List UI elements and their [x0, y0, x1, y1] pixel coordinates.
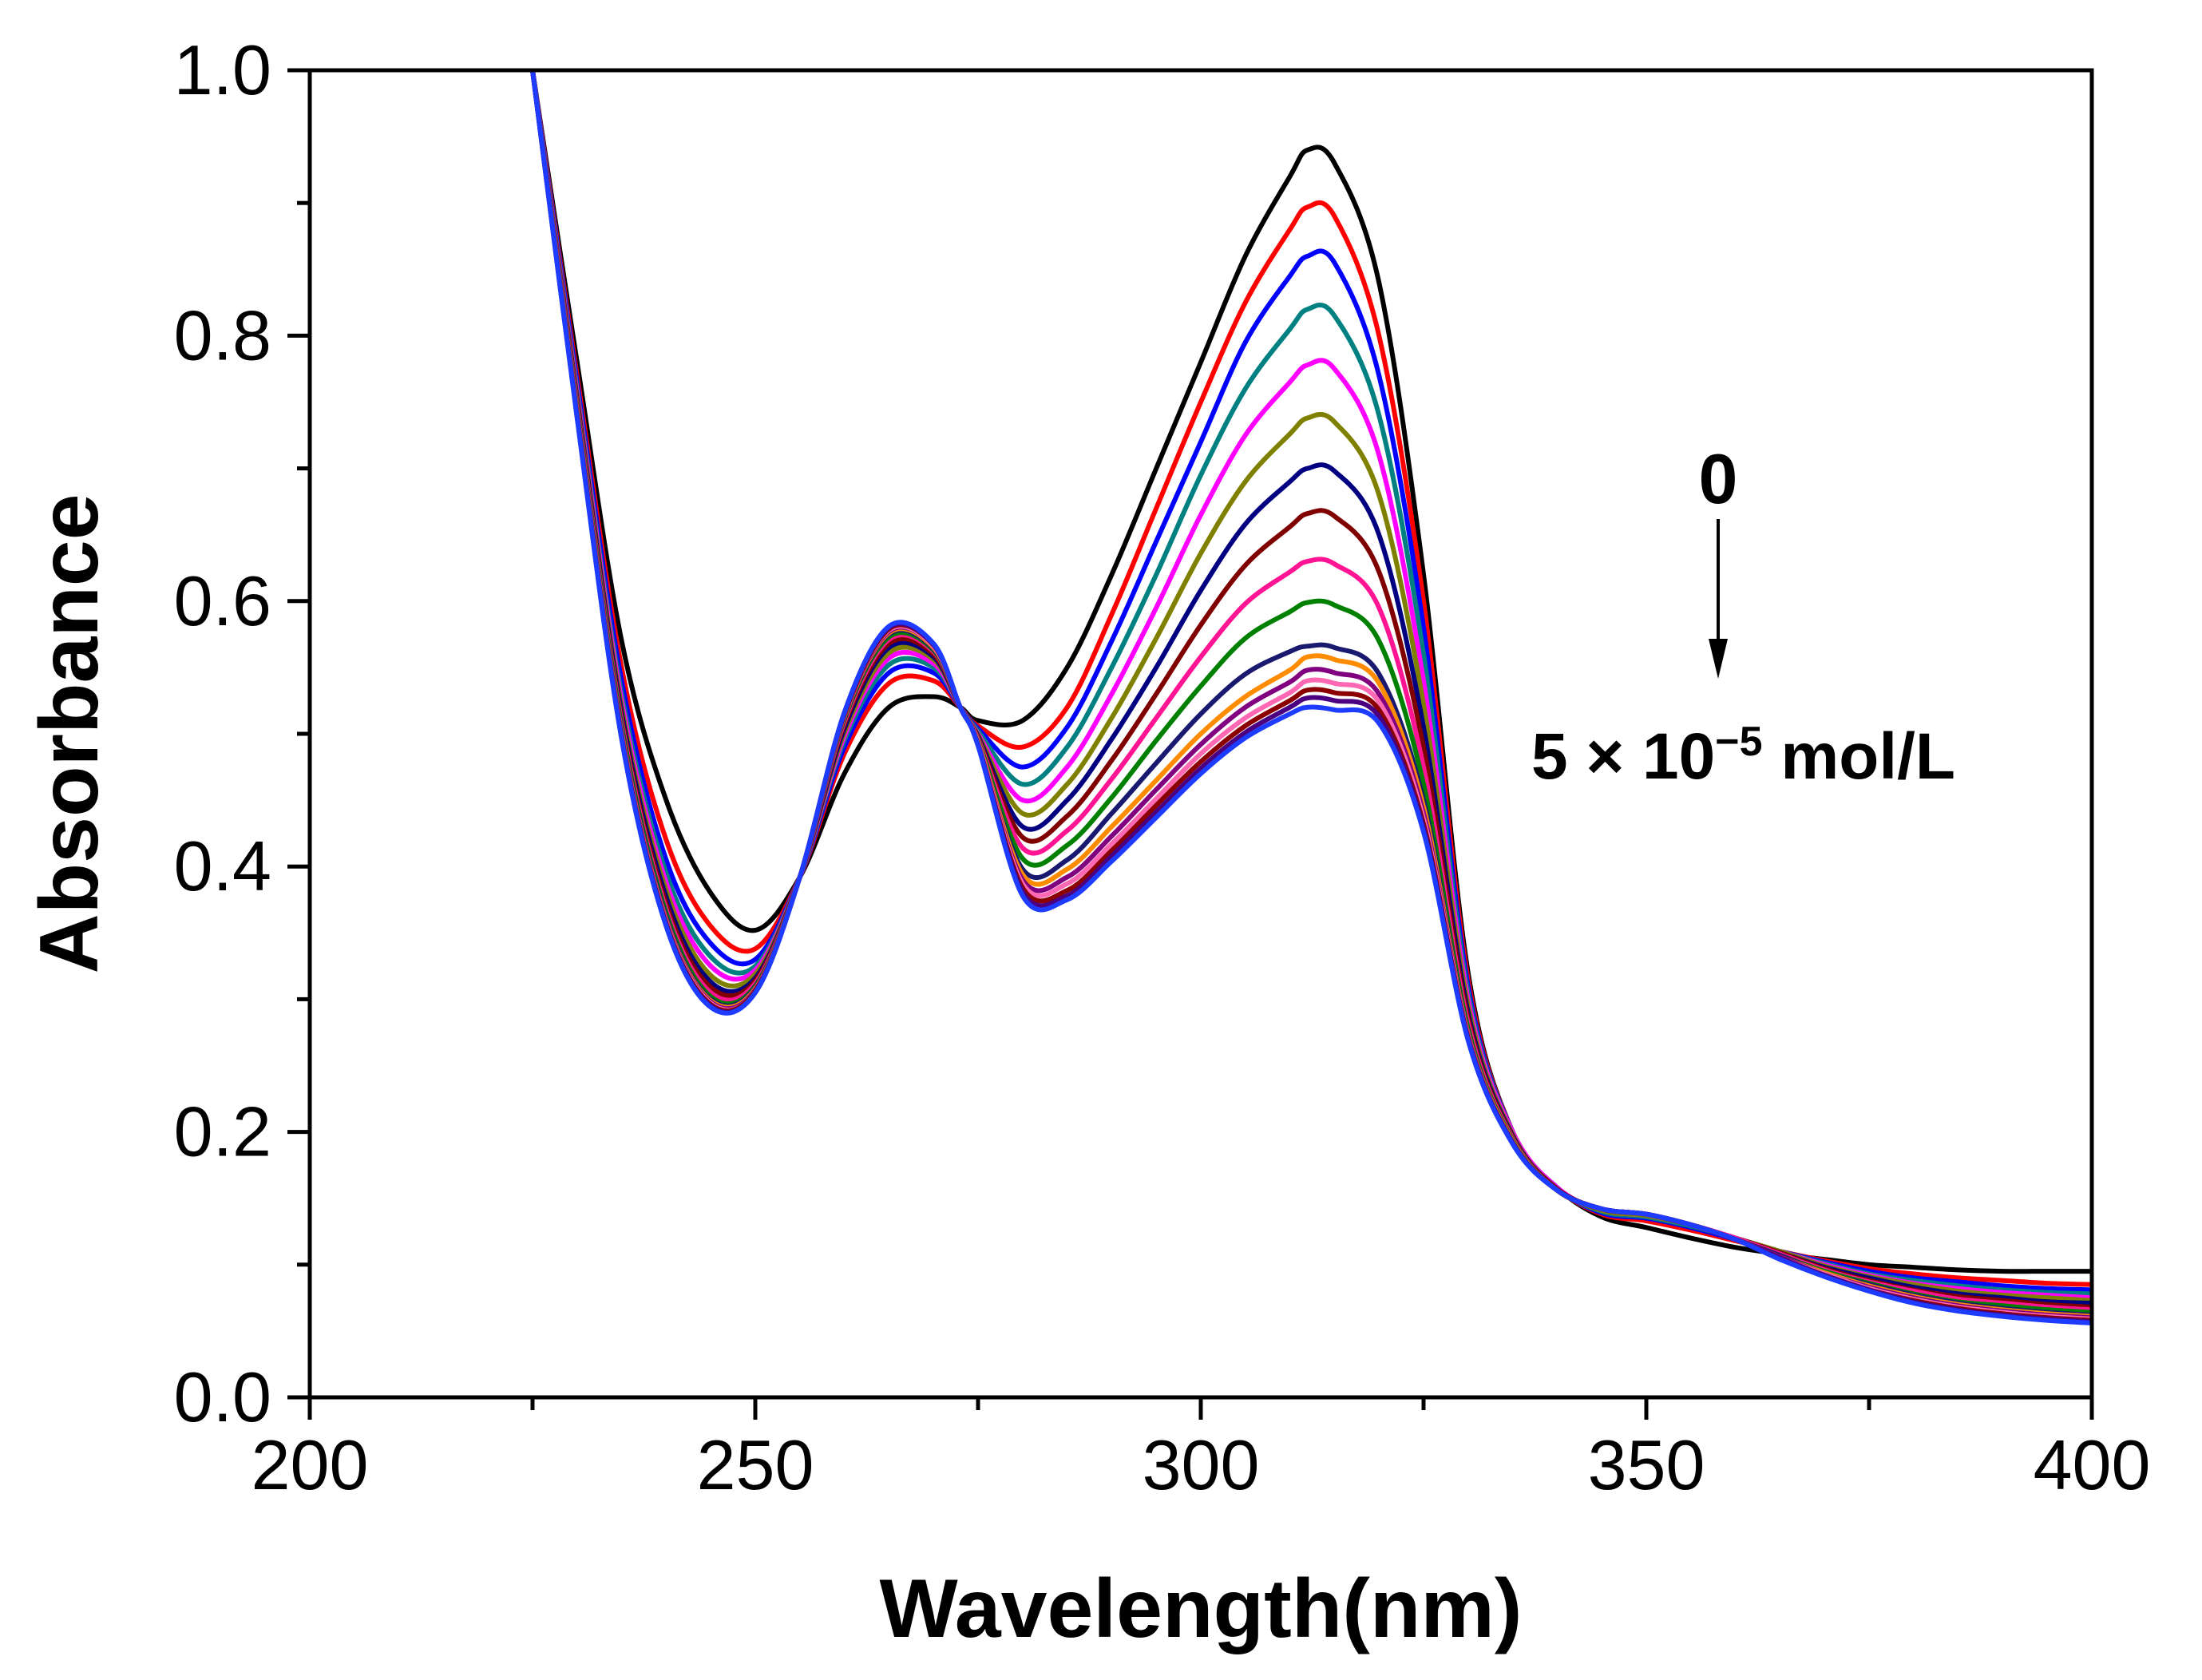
x-tick-label: 400: [2034, 1425, 2151, 1504]
series-line-spectrum-1: [530, 70, 2092, 1274]
annotation-end-suffix: mol/L: [1763, 720, 1955, 793]
x-axis-ticks: [307, 1397, 2094, 1420]
x-axis-tick-labels: 200 250 300 350 400: [251, 1425, 2151, 1504]
x-tick-label: 350: [1588, 1425, 1705, 1504]
concentration-annotation: 0 5 × 10−5 mol/L: [1531, 439, 1955, 793]
x-tick-label: 200: [251, 1425, 369, 1504]
y-tick-label: 1.0: [174, 30, 271, 109]
y-tick-label: 0.2: [174, 1092, 271, 1171]
series-layer: [530, 70, 2092, 1325]
y-tick-label: 0.4: [174, 826, 271, 905]
y-tick-label: 0.6: [174, 561, 271, 640]
x-tick-label: 300: [1143, 1425, 1260, 1504]
annotation-end-exponent: −5: [1715, 719, 1762, 765]
y-axis-tick-labels: 0.0 0.2 0.4 0.6 0.8 1.0: [174, 30, 271, 1436]
annotation-end-prefix: 5 × 10: [1531, 720, 1715, 793]
annotation-end-label: 5 × 10−5 mol/L: [1531, 719, 1955, 793]
x-axis-title: Wavelength(nm): [879, 1563, 1522, 1655]
annotation-start-label: 0: [1699, 439, 1738, 518]
x-tick-label: 250: [697, 1425, 814, 1504]
series-line-spectrum-17: [530, 70, 2092, 1325]
y-tick-label: 0.8: [174, 295, 271, 374]
annotation-arrow-head: [1709, 639, 1728, 679]
y-axis-ticks: [287, 68, 310, 1400]
y-axis-title: Absorbance: [23, 493, 116, 973]
y-tick-label: 0.0: [174, 1357, 271, 1436]
